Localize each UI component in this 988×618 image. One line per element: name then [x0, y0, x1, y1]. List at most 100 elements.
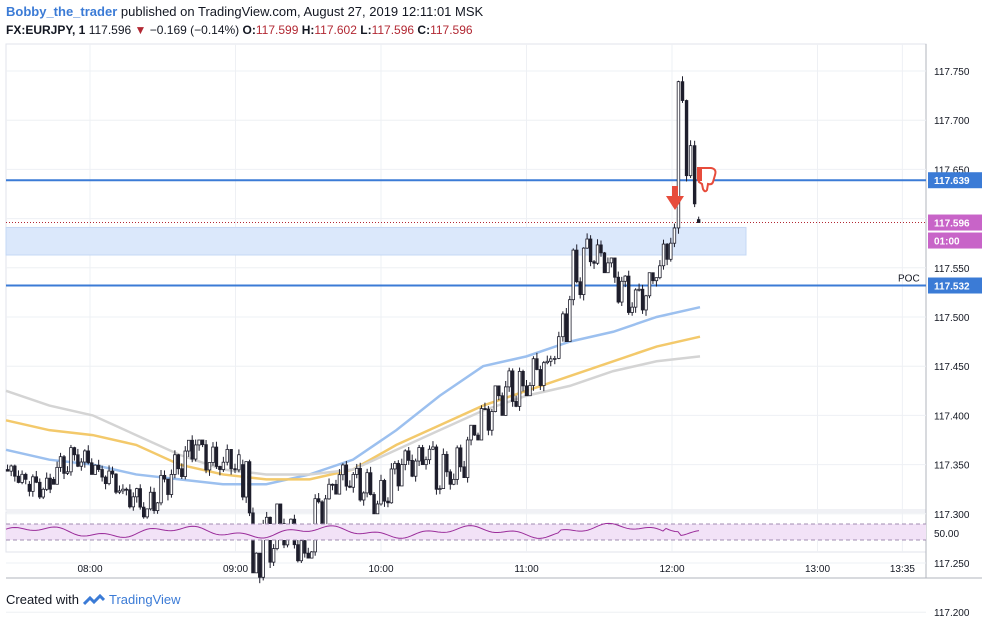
author-name[interactable]: Bobby_the_trader: [6, 4, 118, 19]
candle-body: [431, 446, 435, 450]
candle-body: [500, 395, 504, 416]
zone-rect: [5, 226, 747, 256]
candle-body: [455, 447, 459, 480]
candle-body: [365, 472, 369, 494]
candle-body: [103, 476, 108, 485]
high-label: H:: [301, 23, 315, 37]
high-value: 117.602: [314, 23, 357, 37]
level-low-tag-bg: [928, 277, 982, 294]
level-high-tag-bg: [928, 172, 982, 189]
candle-body: [410, 460, 414, 477]
candle-body: [417, 447, 421, 462]
level-low-tag: 117.532: [934, 282, 970, 293]
ma-line-grey: [5, 355, 701, 476]
candle-body: [225, 449, 229, 463]
candle-body: [5, 469, 10, 472]
candle-body: [183, 450, 187, 477]
candle-body: [407, 450, 411, 461]
candle-body: [13, 465, 17, 477]
candle-body: [542, 362, 546, 386]
candle-body: [351, 474, 355, 488]
last-price-tag-bg: [928, 214, 982, 231]
candle-body: [424, 459, 428, 466]
horizontal-levels[interactable]: POC: [6, 179, 926, 287]
y-tick-label: 117.400: [934, 411, 970, 422]
candle-body: [141, 506, 146, 518]
candle-body: [606, 262, 610, 274]
candle-body: [581, 247, 586, 296]
candle-body: [90, 462, 94, 475]
candle-body: [27, 483, 32, 492]
candle-body: [535, 358, 539, 370]
candle-body: [128, 489, 132, 508]
candle-body: [229, 449, 233, 470]
candle-body: [658, 265, 662, 279]
x-tick-label: 11:00: [514, 564, 539, 575]
low-label: L:: [360, 23, 372, 37]
candle-body: [173, 454, 177, 475]
countdown-tag-bg: [928, 232, 982, 249]
candle-body: [609, 257, 614, 264]
ma-line-orange: [5, 335, 701, 481]
candle-body: [545, 360, 549, 364]
candle-body: [187, 439, 191, 452]
candle-body: [528, 385, 532, 397]
candle-body: [204, 444, 208, 471]
candle-body: [493, 385, 498, 412]
candle-body: [303, 540, 307, 554]
candle-body: [514, 401, 518, 407]
candle-body: [96, 464, 101, 470]
candle-body: [31, 476, 35, 492]
candle-body: [538, 369, 543, 386]
y-tick-label: 117.300: [934, 510, 970, 521]
ma-line-blue: [5, 305, 701, 486]
candle-body: [190, 439, 194, 460]
candle-body: [458, 447, 463, 468]
candle-body: [696, 219, 701, 223]
candle-body: [341, 464, 345, 476]
x-tick-label: 13:00: [805, 564, 830, 575]
candle-body: [602, 252, 607, 274]
grid: [6, 44, 926, 613]
thumbs-down-icon[interactable]: [697, 167, 717, 193]
candle-body: [51, 478, 56, 485]
y-tick-label: 117.750: [934, 67, 970, 78]
candle-body: [469, 424, 473, 441]
tradingview-brand[interactable]: TradingView: [108, 592, 181, 607]
candle-body: [521, 370, 525, 387]
last-price: 117.596: [88, 23, 132, 37]
candle-body: [504, 386, 508, 416]
published-text: published on TradingView.com, August 27,…: [120, 4, 484, 19]
down-arrow-icon[interactable]: [666, 196, 684, 210]
candle-body: [76, 454, 80, 467]
support-zone: [5, 226, 747, 256]
candle-body: [472, 424, 477, 436]
candle-body: [434, 446, 439, 490]
candle-body: [476, 434, 480, 441]
y-tick-label: 117.200: [934, 608, 970, 618]
candle-body: [16, 475, 21, 483]
candle-body: [490, 411, 494, 431]
candle-body: [441, 453, 446, 489]
candle-body: [348, 485, 352, 488]
candle-body: [247, 461, 252, 514]
candle-body: [688, 145, 693, 177]
candle-body: [62, 456, 66, 474]
candle-body: [48, 477, 52, 490]
candle-body: [258, 552, 262, 578]
candle-body: [361, 492, 366, 501]
open-label: O:: [242, 23, 256, 37]
close-value: 117.596: [430, 23, 473, 37]
candle-body: [214, 446, 219, 467]
candle-body: [692, 145, 697, 205]
candle-body: [651, 272, 655, 282]
candle-body: [121, 488, 125, 492]
candle-body: [79, 461, 84, 467]
candle-body: [41, 488, 45, 498]
candles: [5, 76, 701, 584]
candle-body: [299, 540, 304, 562]
open-value: 117.599: [255, 23, 299, 37]
candle-body: [207, 462, 212, 471]
tradingview-logo-icon: [82, 593, 105, 605]
